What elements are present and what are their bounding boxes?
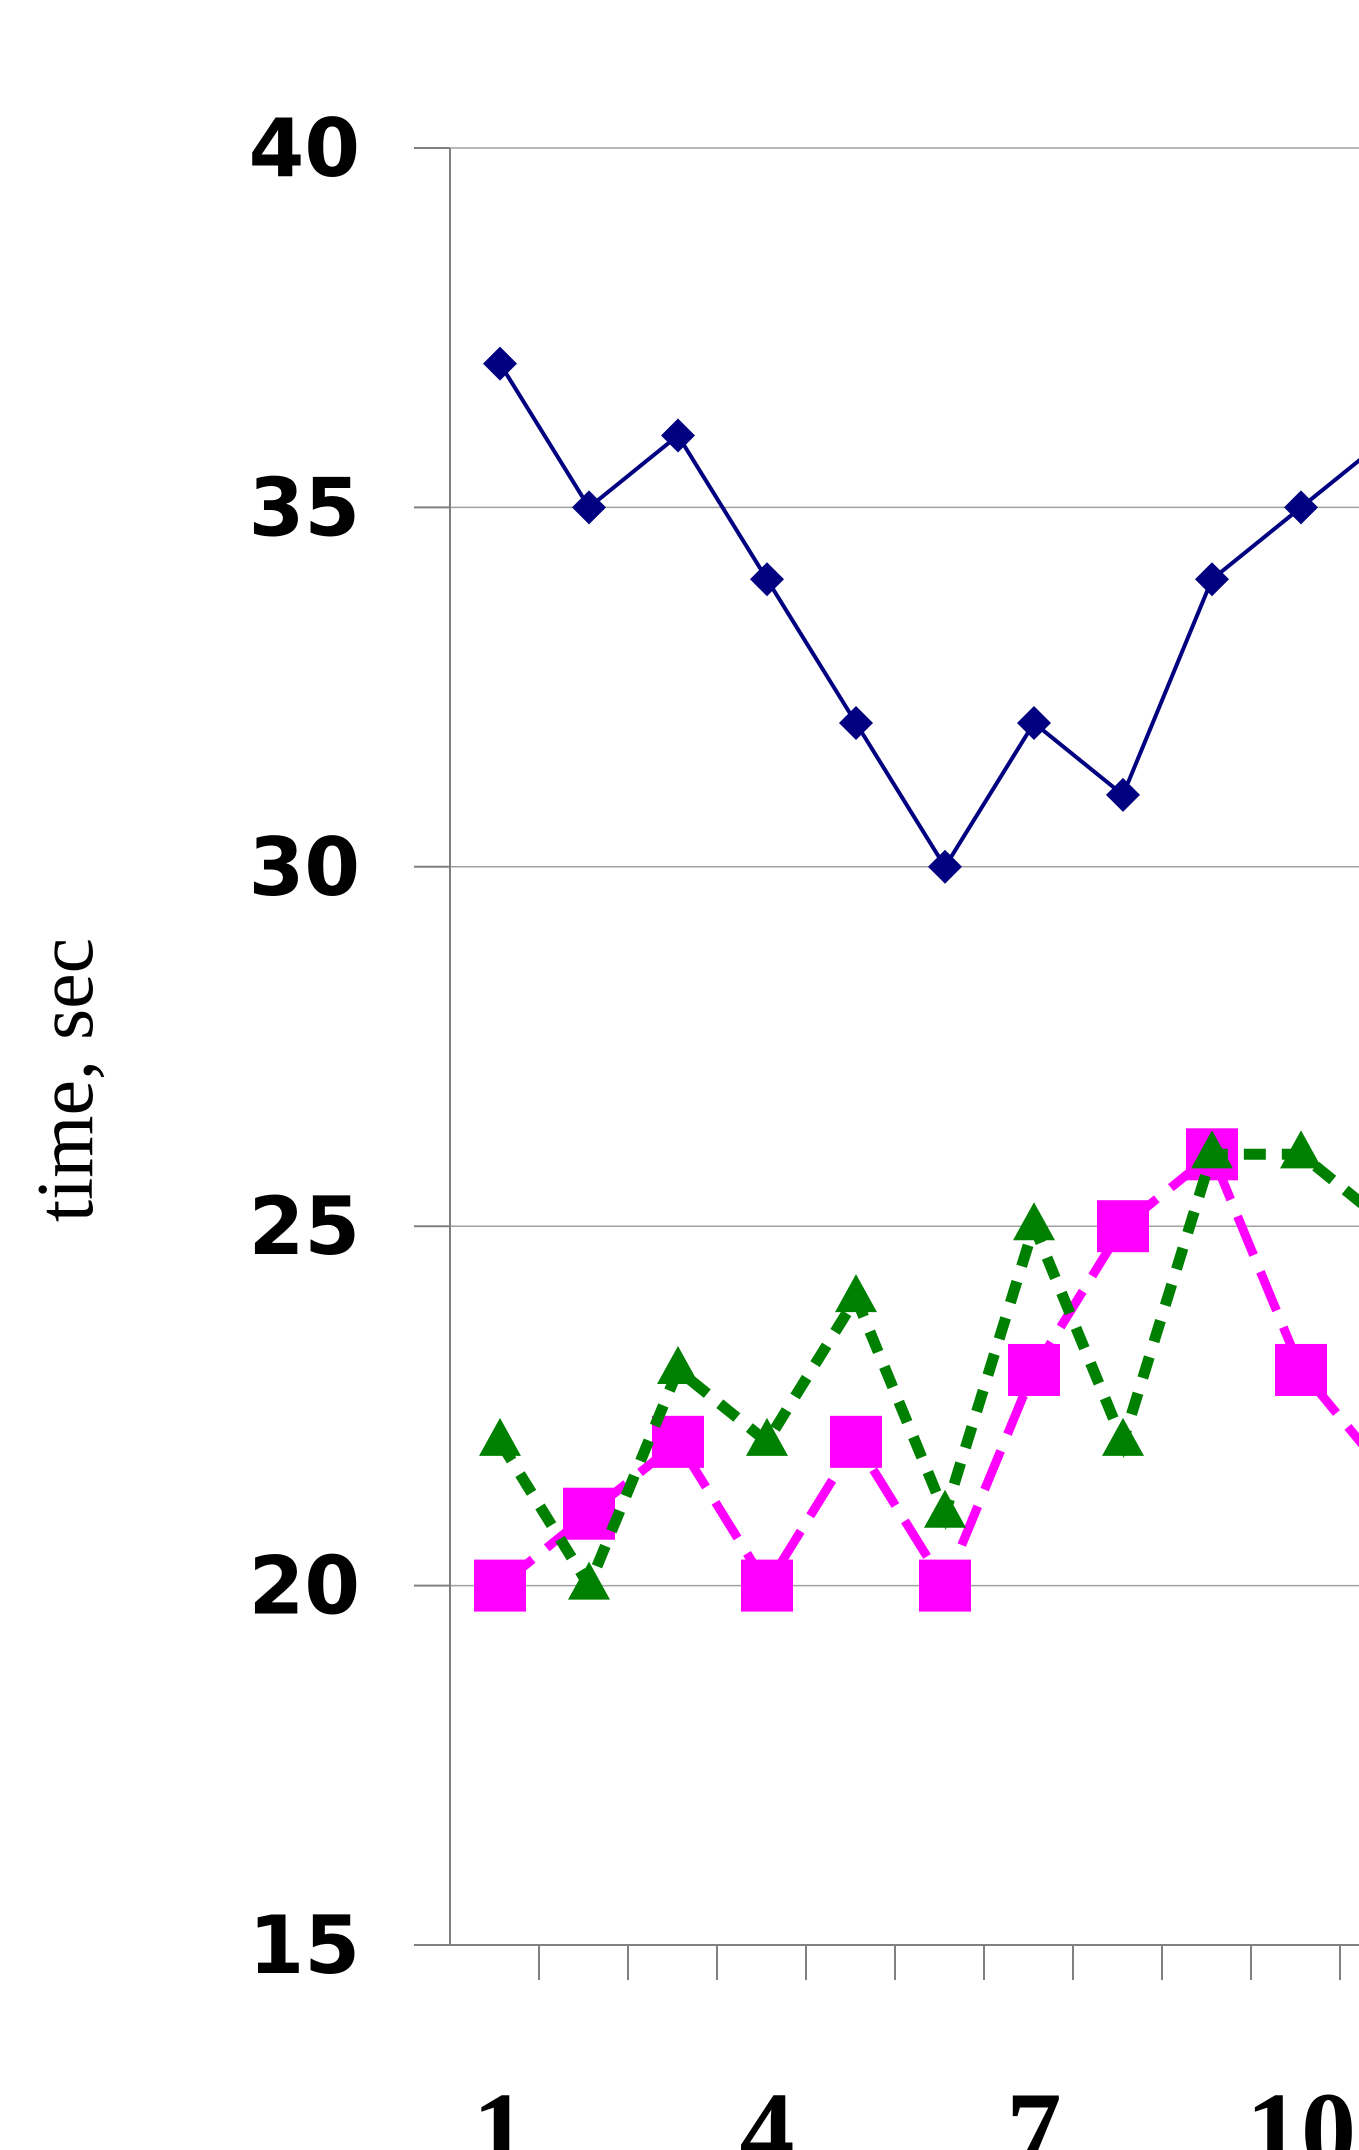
y-axis-title: time, sec — [22, 938, 110, 1222]
data-point — [1191, 1130, 1233, 1169]
x-tick-label: 10 — [1246, 2070, 1356, 2150]
data-point — [1284, 490, 1318, 525]
gridlines — [450, 147, 1359, 1587]
data-point — [1106, 777, 1140, 812]
series-triangle — [479, 1130, 1359, 1600]
data-point — [1013, 1202, 1055, 1241]
data-point — [928, 849, 962, 884]
data-point — [661, 418, 695, 453]
data-point — [1102, 1417, 1144, 1456]
series-square — [474, 1128, 1359, 1612]
data-point — [568, 1561, 610, 1600]
data-point — [1195, 562, 1229, 597]
data-point — [474, 1559, 526, 1612]
data-point — [1017, 706, 1051, 741]
y-tick-label: 35 — [249, 461, 360, 554]
data-point — [479, 1417, 521, 1456]
data-point — [750, 562, 784, 597]
series-line — [498, 362, 1359, 871]
y-tick-label: 40 — [249, 102, 360, 195]
data-point — [1008, 1343, 1060, 1396]
y-tick-label: 20 — [249, 1540, 360, 1633]
y-tick-label: 15 — [249, 1899, 360, 1992]
data-point — [483, 346, 517, 381]
data-point — [839, 706, 873, 741]
data-point — [924, 1489, 966, 1528]
data-point — [572, 490, 606, 525]
data-point — [657, 1345, 699, 1384]
data-point — [741, 1559, 793, 1612]
data-point — [919, 1559, 971, 1612]
data-point — [563, 1487, 615, 1540]
data-point — [835, 1274, 877, 1313]
tick-labels: 15 20 25 30 35 40 1 4 7 10 — [249, 102, 1356, 2150]
y-tick-label: 30 — [249, 821, 360, 914]
y-tick-label: 25 — [249, 1180, 360, 1273]
data-point — [1097, 1200, 1149, 1253]
axes — [414, 147, 1359, 1980]
data-point — [830, 1415, 882, 1468]
x-tick-label: 1 — [473, 2070, 528, 2150]
series-group — [474, 346, 1359, 1612]
x-tick-label: 7 — [1007, 2070, 1062, 2150]
data-point — [1275, 1343, 1327, 1396]
data-point — [746, 1417, 788, 1456]
data-point — [1280, 1130, 1322, 1169]
series-diamond — [483, 346, 1359, 884]
x-tick-label: 4 — [740, 2070, 795, 2150]
